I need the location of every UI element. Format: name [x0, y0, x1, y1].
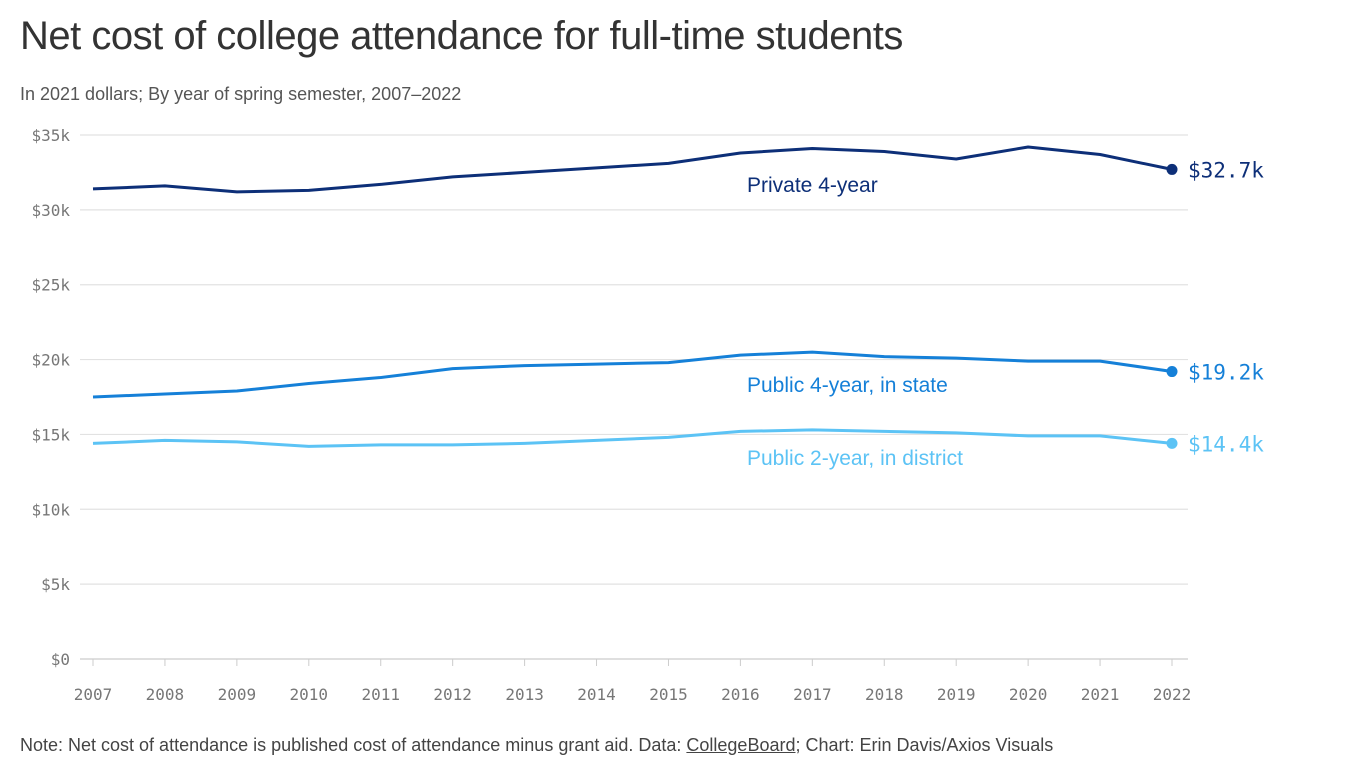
end-point-marker: [1166, 163, 1178, 175]
x-tick-label: 2022: [1153, 685, 1192, 704]
y-tick-label: $30k: [31, 201, 70, 220]
y-tick-label: $20k: [31, 351, 70, 370]
end-value-label: $14.4k: [1188, 432, 1264, 456]
series-label: Private 4-year: [747, 174, 878, 197]
series-label: Public 2-year, in district: [747, 447, 963, 470]
x-tick-label: 2007: [74, 685, 113, 704]
x-tick-label: 2020: [1009, 685, 1048, 704]
y-tick-label: $35k: [31, 126, 70, 145]
chart-title: Net cost of college attendance for full-…: [20, 14, 903, 58]
x-tick-label: 2010: [290, 685, 329, 704]
x-tick-label: 2013: [505, 685, 544, 704]
end-value-label: $32.7k: [1188, 158, 1264, 182]
series-line: [92, 428, 1173, 448]
y-tick-label: $5k: [41, 575, 70, 594]
x-tick-label: 2018: [865, 685, 904, 704]
x-tick-label: 2019: [937, 685, 976, 704]
end-point-marker: [1166, 437, 1178, 449]
end-point-marker: [1166, 366, 1178, 378]
footer-note-text: Note: Net cost of attendance is publishe…: [20, 735, 687, 755]
x-tick-label: 2009: [218, 685, 257, 704]
end-value-label: $19.2k: [1188, 361, 1264, 385]
x-tick-label: 2014: [577, 685, 616, 704]
x-tick-label: 2016: [721, 685, 760, 704]
x-tick-label: 2012: [433, 685, 472, 704]
chart-subtitle: In 2021 dollars; By year of spring semes…: [20, 84, 462, 104]
y-tick-label: $15k: [31, 425, 70, 444]
x-tick-label: 2008: [146, 685, 185, 704]
footer-note: Note: Net cost of attendance is publishe…: [20, 735, 1053, 756]
x-tick-label: 2017: [793, 685, 832, 704]
series-line: [92, 145, 1173, 194]
x-tick-label: 2021: [1081, 685, 1120, 704]
y-tick-label: $0: [51, 650, 70, 669]
x-tick-label: 2011: [361, 685, 400, 704]
x-tick-label: 2015: [649, 685, 688, 704]
y-tick-label: $25k: [31, 276, 70, 295]
footer-credit: ; Chart: Erin Davis/Axios Visuals: [795, 735, 1054, 755]
series-label: Public 4-year, in state: [747, 374, 948, 397]
series-line: [92, 350, 1173, 399]
source-link[interactable]: CollegeBoard: [686, 735, 796, 755]
y-tick-label: $10k: [31, 500, 70, 519]
